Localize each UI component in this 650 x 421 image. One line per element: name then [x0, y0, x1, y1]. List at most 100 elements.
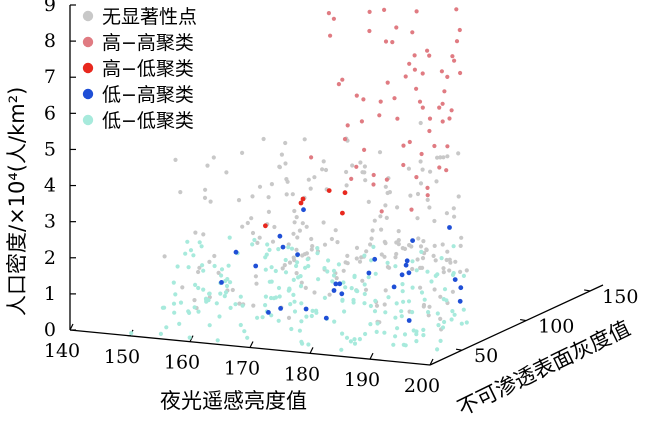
data-point: [427, 205, 432, 210]
data-point: [382, 7, 387, 12]
z-tick-label: 7: [44, 66, 56, 88]
data-point: [450, 289, 455, 294]
data-point: [336, 262, 341, 267]
data-point: [406, 299, 412, 304]
data-point: [302, 137, 307, 142]
data-point: [418, 285, 423, 290]
data-point: [309, 313, 314, 319]
data-point: [322, 266, 327, 271]
data-point: [343, 260, 348, 265]
data-point: [433, 273, 438, 278]
data-point: [403, 262, 409, 268]
data-point: [418, 244, 424, 249]
data-point: [420, 265, 425, 270]
data-point: [445, 249, 450, 254]
data-point: [240, 303, 245, 308]
data-point: [393, 264, 398, 269]
data-point: [385, 260, 390, 265]
data-point: [326, 258, 331, 263]
data-point: [178, 190, 183, 195]
data-point: [207, 323, 212, 328]
data-point: [261, 136, 266, 142]
data-point: [431, 253, 436, 258]
data-point: [378, 214, 383, 219]
data-point: [283, 140, 288, 146]
z-axis-ticks: 0 1 2 3 4 5 6 7 8 9: [44, 0, 76, 341]
data-point: [192, 298, 197, 303]
data-point: [171, 301, 177, 306]
data-point: [237, 301, 242, 306]
data-point: [401, 143, 406, 148]
data-point: [456, 194, 461, 199]
data-point: [267, 279, 272, 284]
data-point: [333, 228, 338, 233]
data-point: [290, 192, 295, 197]
data-point: [352, 337, 357, 342]
data-point: [415, 216, 420, 221]
data-point: [426, 310, 431, 315]
data-point: [452, 312, 457, 317]
legend-label: 高−高聚类: [102, 32, 194, 54]
data-point: [399, 272, 405, 278]
data-point: [399, 309, 404, 314]
data-point: [392, 96, 397, 101]
data-point: [411, 328, 416, 333]
data-point: [303, 285, 308, 290]
data-point: [344, 169, 349, 175]
data-point: [362, 301, 367, 306]
x-axis-title: 夜光遥感亮度值: [160, 389, 307, 413]
y-tick-label: 150: [602, 286, 638, 308]
data-point: [363, 331, 368, 337]
data-point: [414, 9, 419, 14]
data-point: [458, 70, 463, 76]
data-point: [212, 253, 217, 259]
z-tick-label: 0: [44, 319, 56, 341]
data-point: [432, 243, 437, 248]
legend-marker: [82, 114, 94, 126]
data-point: [219, 273, 224, 278]
data-point: [283, 257, 288, 263]
data-point: [437, 105, 442, 110]
y-tick-mark: [520, 318, 527, 322]
data-point: [202, 195, 208, 200]
data-point: [276, 318, 281, 323]
data-point: [314, 308, 319, 313]
data-point: [425, 48, 430, 53]
data-point: [292, 299, 297, 304]
data-point: [447, 116, 452, 121]
data-point: [383, 310, 388, 315]
data-point: [414, 332, 419, 337]
data-point: [306, 342, 311, 347]
data-point: [331, 288, 337, 293]
data-point: [344, 335, 350, 340]
data-point: [321, 159, 326, 164]
data-point: [320, 167, 325, 172]
data-point: [222, 294, 227, 299]
data-point: [196, 309, 201, 314]
data-point: [186, 265, 191, 270]
x-tick-mark: [69, 323, 74, 331]
data-point: [257, 184, 263, 189]
data-point: [306, 177, 311, 182]
data-point: [454, 39, 460, 44]
data-point: [309, 155, 314, 160]
data-point: [371, 172, 376, 178]
data-point: [394, 301, 399, 306]
data-point: [315, 246, 320, 251]
data-point: [369, 236, 374, 241]
data-point: [173, 157, 178, 162]
data-point: [378, 99, 383, 104]
data-point: [299, 319, 304, 324]
data-point: [252, 237, 257, 243]
data-point: [185, 239, 190, 244]
data-point: [406, 318, 412, 323]
data-point: [200, 263, 205, 268]
data-point: [371, 182, 376, 187]
data-point: [407, 139, 412, 145]
data-point: [292, 309, 298, 314]
data-point: [215, 338, 220, 343]
data-point: [289, 246, 295, 251]
data-point: [436, 323, 441, 328]
data-point: [452, 277, 458, 282]
